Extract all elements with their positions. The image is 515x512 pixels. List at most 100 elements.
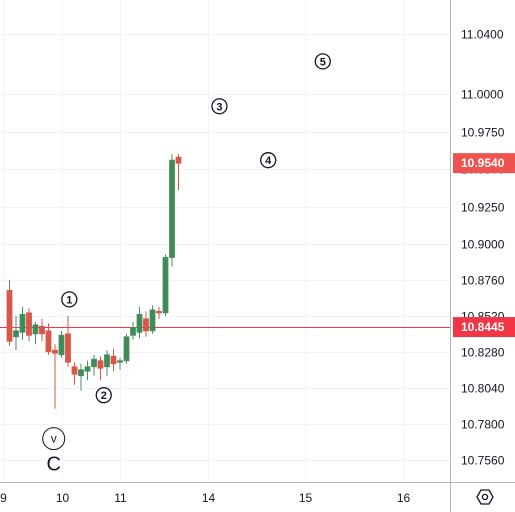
candle bbox=[13, 315, 19, 351]
wave-label-circle bbox=[314, 53, 331, 70]
candle-body bbox=[52, 349, 58, 354]
price-tag-label: 10.8445 bbox=[461, 320, 505, 334]
candle-body bbox=[156, 310, 162, 314]
candle bbox=[84, 360, 91, 381]
candle bbox=[123, 333, 130, 364]
candle bbox=[26, 308, 32, 342]
candle-body bbox=[130, 327, 136, 336]
candle bbox=[19, 306, 26, 340]
candle bbox=[39, 318, 45, 342]
wave-label-text: 3 bbox=[216, 101, 222, 113]
candle-body bbox=[149, 309, 156, 332]
time-tick-label: 11 bbox=[114, 491, 127, 505]
candle bbox=[162, 254, 169, 316]
candle bbox=[156, 306, 162, 319]
wave-label-circle bbox=[211, 98, 228, 115]
wave-label-text: C bbox=[46, 454, 60, 476]
grid bbox=[0, 0, 450, 482]
wave-label: 2 bbox=[95, 387, 112, 404]
candle-body bbox=[26, 312, 32, 336]
candle-body bbox=[32, 324, 39, 335]
candle bbox=[65, 315, 71, 367]
wave-label-text: 4 bbox=[265, 155, 272, 167]
wave-label: v bbox=[42, 427, 66, 451]
price-tag-label: 10.9540 bbox=[461, 156, 505, 170]
candle bbox=[104, 350, 110, 376]
candle-body bbox=[162, 257, 169, 314]
candle-body bbox=[104, 354, 110, 368]
price-axis[interactable]: 11.040011.000010.975010.950010.925010.90… bbox=[461, 28, 505, 468]
wave-label-circle bbox=[61, 291, 78, 308]
candle bbox=[110, 348, 117, 372]
wave-label-text: 2 bbox=[101, 390, 107, 402]
wave-label-circle bbox=[260, 152, 277, 169]
gear-hexagon-icon[interactable] bbox=[476, 489, 494, 505]
price-tick-label: 10.8280 bbox=[461, 346, 505, 360]
candle bbox=[149, 305, 156, 334]
wave-label-circle bbox=[95, 387, 112, 404]
candle-body bbox=[169, 159, 175, 258]
candle-body bbox=[58, 334, 65, 356]
wave-label: 3 bbox=[211, 98, 228, 115]
price-tick-label: 10.8040 bbox=[461, 382, 505, 396]
candle bbox=[78, 363, 84, 391]
candle bbox=[130, 321, 136, 340]
time-tick-label: 16 bbox=[397, 491, 411, 505]
candle-body bbox=[65, 333, 71, 363]
wave-label: 4 bbox=[260, 152, 277, 169]
candle-body bbox=[71, 366, 78, 375]
wave-label-text: 1 bbox=[66, 294, 72, 306]
candle-body bbox=[91, 358, 97, 368]
candle bbox=[136, 306, 143, 339]
price-tag: 10.8445 bbox=[453, 317, 515, 338]
candle bbox=[58, 330, 65, 358]
time-tick-label: 15 bbox=[299, 491, 313, 505]
wave-label-text: 5 bbox=[320, 56, 326, 68]
candle-body bbox=[78, 369, 84, 377]
candle bbox=[169, 154, 175, 267]
wave-label-text: v bbox=[51, 432, 57, 446]
candle bbox=[117, 357, 123, 370]
candle-body bbox=[110, 355, 117, 365]
price-tick-label: 10.9000 bbox=[461, 238, 505, 252]
candle-body bbox=[136, 313, 143, 333]
wave-label: C bbox=[46, 454, 60, 476]
candle-body bbox=[19, 313, 26, 333]
candle-body bbox=[84, 366, 91, 372]
price-tick-label: 11.0000 bbox=[461, 88, 504, 102]
candle-body bbox=[123, 336, 130, 362]
candle bbox=[97, 356, 104, 381]
candle-body bbox=[97, 360, 104, 369]
candle bbox=[52, 344, 58, 409]
candle-body bbox=[13, 330, 19, 338]
candle-body bbox=[6, 289, 13, 342]
candle bbox=[45, 323, 52, 355]
time-tick-label: 9 bbox=[0, 491, 7, 505]
candle bbox=[71, 362, 78, 385]
candle bbox=[6, 279, 13, 346]
price-tick-label: 10.9750 bbox=[461, 126, 505, 140]
price-tag-bg bbox=[453, 317, 515, 338]
time-tick-label: 14 bbox=[202, 491, 216, 505]
price-tick-label: 10.7560 bbox=[461, 454, 505, 468]
candle bbox=[91, 354, 97, 376]
price-tick-label: 10.8760 bbox=[461, 274, 505, 288]
price-tag-bg bbox=[453, 153, 515, 174]
price-tick-label: 10.7800 bbox=[461, 418, 505, 432]
time-axis[interactable]: 9 10 11 14 15 16 bbox=[0, 491, 410, 505]
wave-label-circle bbox=[42, 427, 66, 451]
wave-label: 5 bbox=[314, 53, 331, 70]
price-tag: 10.9540 bbox=[453, 153, 515, 174]
candle bbox=[143, 311, 149, 337]
candle bbox=[175, 154, 182, 191]
wave-annotations: 1 2 3 4 5 vC bbox=[42, 53, 331, 476]
candle bbox=[32, 321, 39, 345]
wave-label: 1 bbox=[61, 291, 78, 308]
candle-body bbox=[175, 156, 182, 164]
price-tags: 10.9540 10.8445 bbox=[453, 153, 515, 338]
candle-body bbox=[45, 330, 52, 353]
candle-body bbox=[143, 318, 149, 332]
candle-body bbox=[117, 360, 123, 363]
time-tick-label: 10 bbox=[56, 491, 70, 505]
